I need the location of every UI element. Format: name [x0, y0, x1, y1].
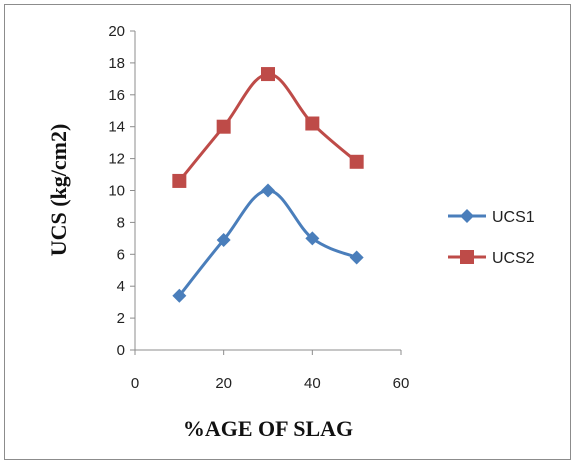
x-tick-label: 60 — [393, 375, 410, 392]
legend: UCS1 UCS2 — [448, 209, 535, 267]
data-point-ucs2 — [349, 154, 364, 169]
legend-swatch-marker — [460, 250, 474, 264]
legend-item-ucs2: UCS2 — [448, 250, 535, 267]
data-point-ucs1 — [349, 250, 364, 265]
y-tick-label: 10 — [108, 183, 125, 200]
legend-label: UCS1 — [492, 209, 535, 226]
y-tick-label: 4 — [117, 278, 125, 295]
legend-item-ucs1: UCS1 — [448, 209, 535, 226]
y-tick-label: 16 — [108, 87, 125, 104]
series-line-ucs2 — [178, 72, 358, 182]
x-axis-title: %AGE OF SLAG — [183, 416, 353, 441]
data-point-ucs1 — [261, 183, 275, 198]
axes — [130, 30, 402, 355]
data-point-ucs1 — [172, 288, 187, 303]
y-tick-label: 8 — [117, 214, 125, 231]
data-point-ucs2 — [305, 116, 320, 131]
y-tick-label: 0 — [117, 342, 125, 359]
x-tick-label: 0 — [131, 375, 139, 392]
y-tick-label: 18 — [108, 55, 125, 72]
y-tick-label: 14 — [108, 119, 125, 136]
y-tick-label: 2 — [117, 310, 125, 327]
y-tick-label: 20 — [108, 23, 125, 40]
series-ucs1 — [172, 183, 364, 303]
data-point-ucs2 — [261, 67, 275, 82]
y-tick-labels: 0 2 4 6 8 10 12 14 16 18 20 — [108, 23, 125, 359]
data-point-ucs1 — [305, 231, 320, 246]
x-tick-label: 40 — [304, 375, 321, 392]
y-axis-title: UCS (kg/cm2) — [46, 124, 71, 257]
x-tick-labels: 0 20 40 60 — [131, 375, 410, 392]
x-tick-label: 20 — [215, 375, 232, 392]
chart-frame — [4, 4, 571, 460]
series-line-ucs1 — [178, 188, 358, 297]
data-point-ucs1 — [216, 232, 231, 247]
series-layer — [172, 67, 364, 303]
legend-label: UCS2 — [492, 250, 535, 267]
series-ucs2 — [172, 67, 364, 188]
y-tick-label: 6 — [117, 246, 125, 263]
data-point-ucs2 — [172, 173, 187, 188]
legend-swatch-marker — [460, 209, 474, 223]
data-point-ucs2 — [216, 119, 231, 134]
y-tick-label: 12 — [108, 151, 125, 168]
